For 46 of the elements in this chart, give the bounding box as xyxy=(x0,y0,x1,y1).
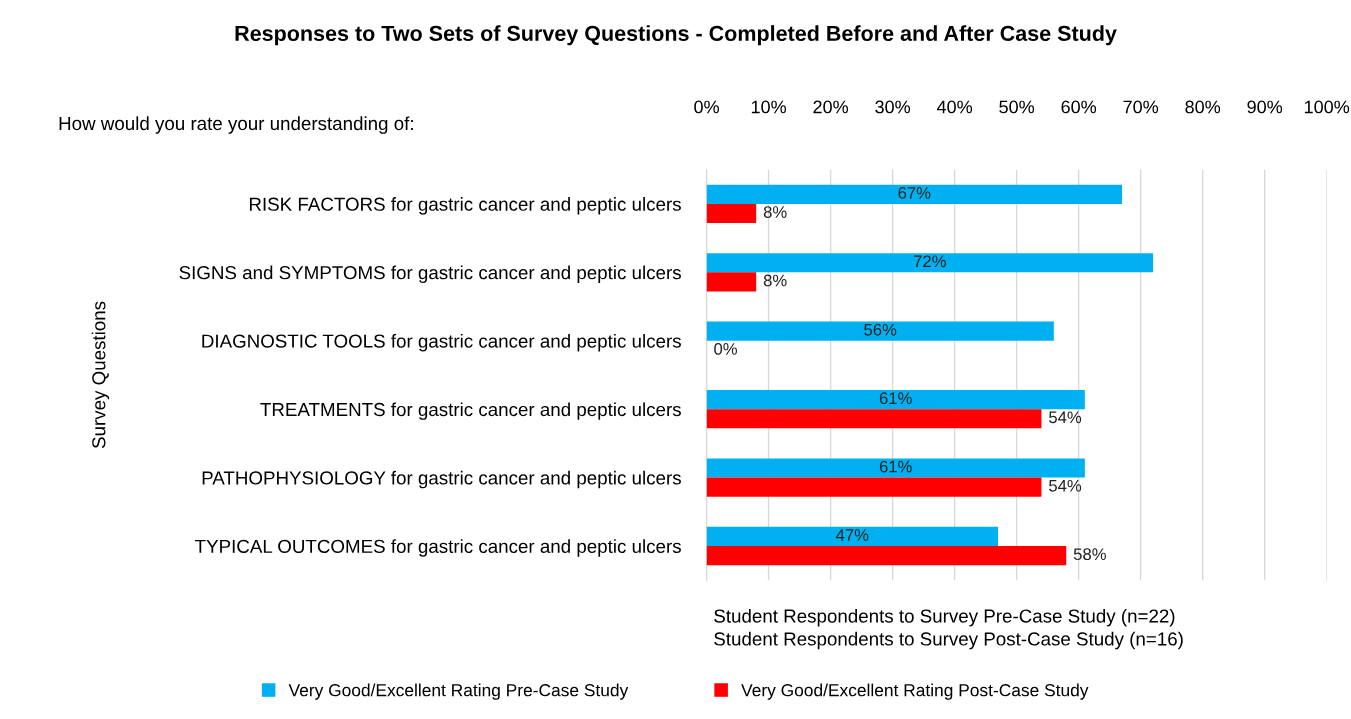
data-label: 54% xyxy=(1049,479,1082,492)
data-label: 54% xyxy=(1049,411,1082,424)
y-tick-label: PATHOPHYSIOLOGY for gastric cancer and peptic ulcers xyxy=(202,470,681,489)
data-label: 58% xyxy=(1073,548,1106,561)
x-tick-label: 50% xyxy=(999,100,1035,114)
text: Student Respondents to Survey Pre-Case Study (n=22) Student Respondents to Survey Post-Case Study (n=16) xyxy=(714,608,1183,650)
bar xyxy=(706,272,757,292)
x-tick-label: 20% xyxy=(813,100,849,114)
bar xyxy=(706,458,1085,478)
bar xyxy=(706,390,1085,410)
data-label: 61% xyxy=(879,392,912,405)
x-tick-label: 70% xyxy=(1123,100,1159,114)
y-tick-label: TREATMENTS for gastric cancer and peptic ulcers xyxy=(260,402,681,420)
data-label: 61% xyxy=(879,460,912,473)
bar xyxy=(706,253,1154,273)
data-label: 0% xyxy=(714,343,738,355)
data-label: 47% xyxy=(836,529,869,541)
y-tick-label: RISK FACTORS for gastric cancer and peptic ulcers xyxy=(249,197,681,215)
bar xyxy=(706,409,1042,429)
data-label: 67% xyxy=(898,186,931,199)
bar xyxy=(706,203,757,224)
data-label: 8% xyxy=(763,206,787,218)
data-label: 56% xyxy=(864,323,897,336)
x-tick-label: 40% xyxy=(936,100,973,114)
x-tick-label: 100% xyxy=(1304,100,1350,114)
legend-label: Very Good/Excellent Rating Pre-Case Study xyxy=(288,683,629,700)
x-tick-label: 60% xyxy=(1061,100,1097,114)
legend-label: Very Good/Excellent Rating Post-Case Study xyxy=(741,683,1089,700)
text: How would you rate your understanding of: xyxy=(59,116,413,134)
data-label: 72% xyxy=(913,255,946,268)
x-tick-label: 90% xyxy=(1247,100,1283,114)
bar xyxy=(706,184,1123,204)
x-tick-label: 0% xyxy=(694,100,719,114)
data-label: 8% xyxy=(763,274,787,287)
chart-title: Responses to Two Sets of Survey Questions - Completed Before and After Case Study xyxy=(235,25,1117,46)
bar xyxy=(706,526,999,547)
bar xyxy=(706,321,1054,341)
y-tick-label: TYPICAL OUTCOMES for gastric cancer and peptic ulcers xyxy=(195,539,681,557)
y-axis-title: Survey Questions xyxy=(91,301,110,449)
x-tick-label: 30% xyxy=(875,100,911,114)
x-tick-label: 80% xyxy=(1185,100,1221,114)
y-tick-label: SIGNS and SYMPTOMS for gastric cancer and peptic ulcers xyxy=(179,265,681,284)
bar xyxy=(706,546,1067,566)
y-tick-label: DIAGNOSTIC TOOLS for gastric cancer and peptic ulcers xyxy=(202,333,681,352)
x-tick-label: 10% xyxy=(751,100,787,114)
bar xyxy=(706,477,1042,497)
